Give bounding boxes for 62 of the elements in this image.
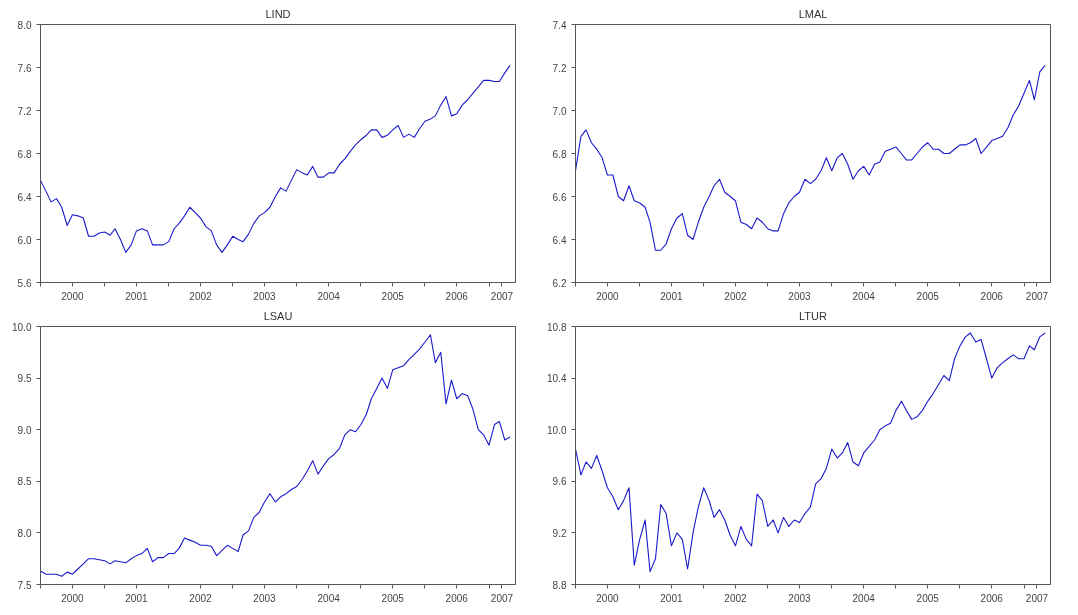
y-tick-label: 10.4: [547, 373, 567, 385]
x-tick-label: 2005: [381, 592, 405, 604]
y-tick-label: 7.4: [552, 19, 567, 31]
x-tick-label: 2004: [852, 290, 876, 302]
y-tick-label: 6.0: [17, 234, 32, 246]
x-tick-label: 2004: [317, 592, 341, 604]
y-tick-label: 6.8: [552, 148, 567, 160]
y-tick-label: 8.0: [17, 527, 32, 539]
y-tick-label: 7.5: [17, 579, 32, 591]
x-tick-label: 2000: [596, 290, 619, 302]
x-tick-label: 2003: [788, 290, 812, 302]
x-tick-label: 2006: [980, 290, 1004, 302]
y-tick-label: 6.4: [17, 191, 32, 203]
x-tick-label: 2003: [253, 290, 277, 302]
x-tick-label: 2002: [724, 290, 748, 302]
y-tick-label: 8.8: [552, 579, 567, 591]
y-tick-label: 9.5: [17, 373, 32, 385]
x-tick-label: 2001: [125, 592, 149, 604]
y-tick-label: 7.0: [552, 105, 567, 117]
x-tick-label: 2007: [1025, 290, 1049, 302]
x-tick-label: 2005: [916, 290, 940, 302]
x-tick-label: 2006: [445, 592, 469, 604]
chart-title: LIND: [265, 7, 291, 20]
x-tick-label: 2006: [980, 592, 1004, 604]
y-tick-label: 5.6: [17, 277, 32, 289]
y-tick-label: 9.0: [17, 424, 32, 436]
x-tick-label: 2007: [490, 290, 514, 302]
y-tick-label: 8.5: [17, 476, 32, 488]
x-tick-label: 2002: [189, 592, 213, 604]
x-tick-label: 2004: [317, 290, 341, 302]
x-tick-label: 2000: [61, 592, 84, 604]
x-tick-label: 2001: [660, 592, 684, 604]
y-tick-label: 6.8: [17, 148, 32, 160]
y-tick-label: 10.0: [547, 424, 567, 436]
x-tick-label: 2007: [1025, 592, 1049, 604]
x-tick-label: 2006: [445, 290, 469, 302]
y-tick-label: 6.2: [552, 277, 567, 289]
chart-title: LTUR: [799, 309, 828, 322]
x-tick-label: 2002: [724, 592, 748, 604]
x-tick-label: 2001: [660, 290, 684, 302]
y-tick-label: 9.2: [552, 527, 567, 539]
x-tick-label: 2003: [788, 592, 812, 604]
y-tick-label: 8.0: [17, 19, 32, 31]
y-tick-label: 10.8: [547, 321, 567, 333]
x-tick-label: 2007: [490, 592, 514, 604]
x-tick-label: 2002: [189, 290, 213, 302]
x-tick-label: 2000: [596, 592, 619, 604]
x-tick-label: 2004: [852, 592, 876, 604]
x-tick-label: 2003: [253, 592, 277, 604]
x-tick-label: 2005: [916, 592, 940, 604]
y-tick-label: 7.2: [17, 105, 32, 117]
y-tick-label: 6.6: [552, 191, 567, 203]
y-tick-label: 7.6: [17, 62, 32, 74]
x-tick-label: 2005: [381, 290, 405, 302]
x-tick-label: 2001: [125, 290, 149, 302]
y-tick-label: 10.0: [12, 321, 32, 333]
x-tick-label: 2000: [61, 290, 84, 302]
chart-title: LMAL: [798, 7, 828, 20]
y-tick-label: 6.4: [552, 234, 567, 246]
y-tick-label: 7.2: [552, 62, 567, 74]
y-tick-label: 9.6: [552, 476, 567, 488]
chart-title: LSAU: [263, 309, 293, 322]
